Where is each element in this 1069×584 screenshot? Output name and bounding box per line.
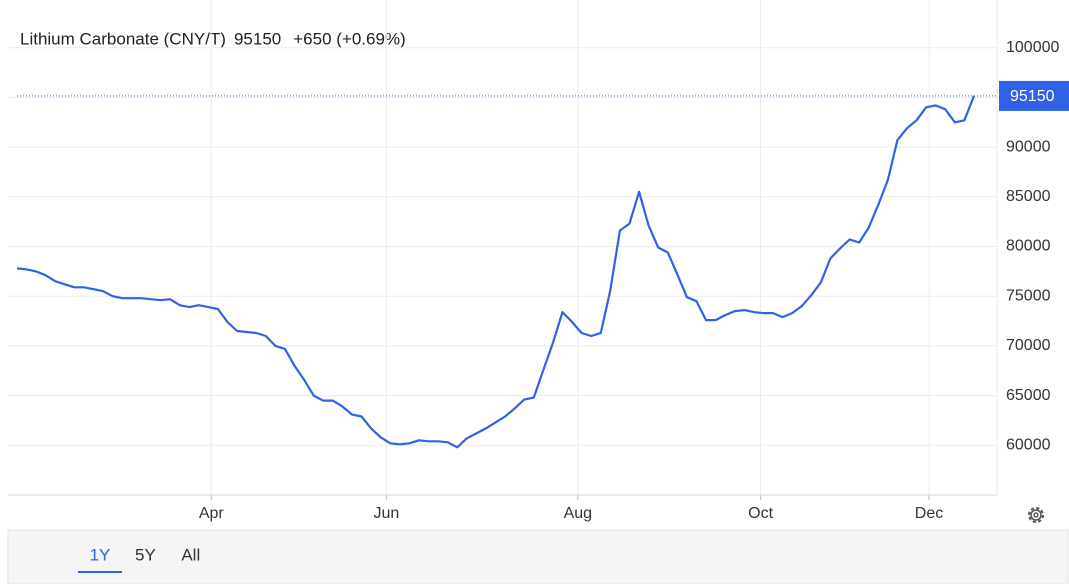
y-tick-label: 80000	[1006, 238, 1051, 255]
y-tick-label: 60000	[1006, 437, 1051, 454]
x-tick-label: Oct	[748, 505, 773, 522]
x-tick-label: Aug	[564, 505, 592, 522]
price-change: +650 (+0.69%)	[293, 29, 405, 48]
range-button[interactable]: 5Y	[135, 545, 156, 564]
last-price-box	[999, 80, 1069, 111]
range-button[interactable]: 1Y	[90, 545, 111, 564]
y-tick-label: 75000	[1006, 287, 1051, 304]
plot-area	[8, 0, 997, 495]
settings-icon[interactable]	[1028, 507, 1044, 523]
gear-teeth	[1028, 507, 1044, 523]
y-tick-label: 100000	[1006, 39, 1059, 56]
y-tick-label: 70000	[1006, 337, 1051, 354]
gear-hub	[1033, 512, 1039, 518]
range-button[interactable]: All	[181, 545, 200, 564]
y-tick-label: 85000	[1006, 188, 1051, 205]
range-bar	[7, 529, 1069, 584]
price-line	[16, 95, 976, 449]
x-tick-label: Apr	[199, 505, 225, 522]
x-tick-label: Jun	[374, 505, 400, 522]
last-price: 95150	[234, 29, 281, 48]
gear-body	[1030, 509, 1042, 521]
chart-title: Lithium Carbonate (CNY/T)	[20, 29, 226, 48]
x-tick-label: Dec	[915, 505, 943, 522]
last-price-label: 95150	[1010, 88, 1055, 105]
y-tick-label: 65000	[1006, 387, 1051, 404]
y-tick-label: 90000	[1006, 138, 1051, 155]
